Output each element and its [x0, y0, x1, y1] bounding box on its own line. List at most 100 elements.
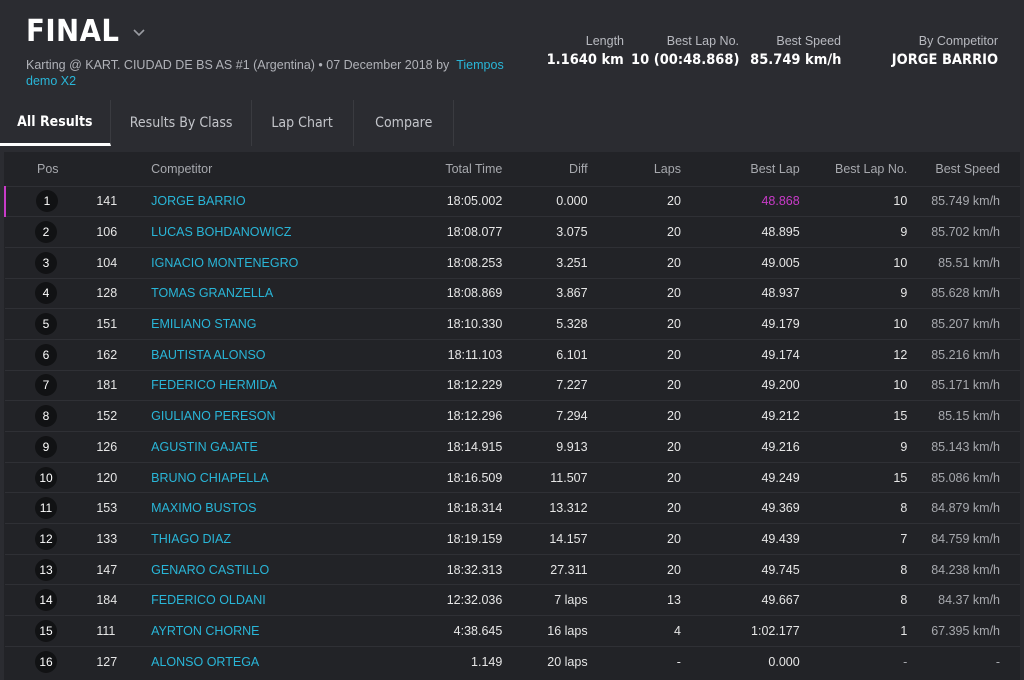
table-row[interactable]: 12 133 THIAGO DIAZ 18:19.159 14.157 20 49.439 7…: [5, 523, 1020, 555]
kart-number: 152: [96, 409, 118, 424]
best-lap-no: 15: [893, 470, 908, 485]
total-time: 18:12.296: [446, 409, 503, 424]
diff: 7.227: [556, 378, 588, 393]
position-badge: 12: [35, 527, 57, 550]
table-row[interactable]: 2 106 LUCAS BOHDANOWICZ 18:08.077 3.075 20 48.…: [5, 216, 1020, 248]
stat-best-lap-no: Best Lap No. 10 (00:48.868): [619, 34, 739, 68]
col-header-competitor[interactable]: Competitor: [151, 161, 213, 176]
competitor-link[interactable]: LUCAS BOHDANOWICZ: [151, 225, 292, 240]
competitor-cell: EMILIANO STANG: [151, 309, 405, 340]
chevron-down-icon[interactable]: [130, 23, 148, 41]
best-lap-no: 9: [900, 286, 908, 301]
stat-value: 1.1640 km: [546, 52, 624, 68]
total-time: 18:05.002: [446, 194, 503, 209]
best-lap-no: 10: [893, 255, 908, 270]
competitor-cell: ALONSO ORTEGA: [151, 646, 405, 677]
table-row[interactable]: 8 152 GIULIANO PERESON 18:12.296 7.294 20 49.2…: [5, 400, 1020, 432]
table-row[interactable]: 4 128 TOMAS GRANZELLA 18:08.869 3.867 20 48.93…: [5, 278, 1020, 309]
best-speed: 84.238 km/h: [931, 562, 1000, 577]
position-badge: 10: [35, 466, 57, 489]
table-row[interactable]: 6 162 BAUTISTA ALONSO 18:11.103 6.101 20 49.17…: [5, 339, 1020, 370]
session-subtitle: Karting @ KART. CIUDAD DE BS AS #1 (Arge…: [26, 57, 526, 89]
col-header-pos[interactable]: Pos: [37, 161, 59, 176]
pos-cell: 5: [5, 309, 96, 340]
col-header-total-time[interactable]: Total Time: [445, 161, 503, 176]
competitor-link[interactable]: IGNACIO MONTENEGRO: [151, 255, 299, 270]
table-row[interactable]: 1 141 JORGE BARRIO 18:05.002 0.000 20 48.868 10…: [5, 186, 1020, 217]
table-row[interactable]: 15 111 AYRTON CHORNE 4:38.645 16 laps 4 1:02.1…: [5, 615, 1020, 647]
competitor-link[interactable]: EMILIANO STANG: [151, 317, 257, 332]
table-row[interactable]: 9 126 AGUSTIN GAJATE 18:14.915 9.913 20 49.216…: [5, 431, 1020, 463]
col-header-laps[interactable]: Laps: [653, 161, 681, 176]
competitor-link[interactable]: GIULIANO PERESON: [151, 409, 276, 424]
table-row[interactable]: 16 127 ALONSO ORTEGA 1.149 20 laps - 0.000 - -: [5, 646, 1020, 677]
kart-number: 141: [96, 194, 118, 209]
diff: 14.157: [549, 531, 588, 546]
pos-cell: 8: [5, 401, 96, 432]
diff: 3.867: [556, 286, 588, 301]
position-badge: 16: [35, 650, 57, 673]
table-row[interactable]: 3 104 IGNACIO MONTENEGRO 18:08.253 3.251 20 49…: [5, 247, 1020, 278]
best-lap: 49.174: [761, 347, 800, 362]
competitor-link[interactable]: JORGE BARRIO: [151, 194, 246, 209]
total-time: 4:38.645: [453, 623, 503, 638]
tab-compare[interactable]: Compare: [354, 100, 454, 146]
page-header: FINAL Karting @ KART. CIUDAD DE BS AS #1…: [0, 0, 1024, 100]
diff: 0.000: [556, 194, 588, 209]
diff: 16 laps: [547, 623, 588, 638]
kart-number: 106: [96, 225, 118, 240]
competitor-link[interactable]: GENARO CASTILLO: [151, 562, 270, 577]
competitor-cell: JORGE BARRIO: [151, 186, 405, 217]
competitor-link[interactable]: TOMAS GRANZELLA: [151, 286, 274, 301]
laps: 20: [667, 409, 681, 424]
pos-cell: 4: [5, 278, 96, 309]
competitor-link[interactable]: ALONSO ORTEGA: [151, 654, 260, 669]
table-row[interactable]: 11 153 MAXIMO BUSTOS 18:18.314 13.312 20 49.36…: [5, 492, 1020, 524]
competitor-link[interactable]: MAXIMO BUSTOS: [151, 501, 257, 516]
stat-label: Best Speed: [776, 34, 841, 48]
best-lap-no: 8: [900, 593, 908, 608]
pos-cell: 7: [5, 370, 96, 401]
kart-number: 104: [96, 255, 118, 270]
diff: 3.251: [556, 255, 588, 270]
col-header-best-lap[interactable]: Best Lap: [750, 161, 800, 176]
position-badge: 4: [35, 282, 57, 305]
competitor-link[interactable]: FEDERICO OLDANI: [151, 593, 266, 608]
competitor-link[interactable]: AGUSTIN GAJATE: [151, 439, 258, 454]
laps: 20: [667, 194, 681, 209]
competitor-link[interactable]: BAUTISTA ALONSO: [151, 347, 266, 362]
competitor-link[interactable]: FEDERICO HERMIDA: [151, 378, 277, 393]
position-badge: 11: [35, 497, 57, 520]
table-row[interactable]: 14 184 FEDERICO OLDANI 12:32.036 7 laps 13 49.…: [5, 584, 1020, 616]
tab-lap-chart[interactable]: Lap Chart: [252, 100, 354, 146]
competitor-cell: LUCAS BOHDANOWICZ: [151, 217, 405, 248]
table-row[interactable]: 7 181 FEDERICO HERMIDA 18:12.229 7.227 20 49.2…: [5, 370, 1020, 401]
total-time: 18:19.159: [446, 531, 503, 546]
best-speed: 85.628 km/h: [931, 286, 1000, 301]
pos-cell: 16: [5, 646, 96, 677]
best-lap: 49.005: [761, 255, 800, 270]
table-row[interactable]: 13 147 GENARO CASTILLO 18:32.313 27.311 20 49.…: [5, 554, 1020, 585]
col-header-best-lap-no[interactable]: Best Lap No.: [835, 161, 908, 176]
kart-number: 126: [96, 439, 118, 454]
competitor-cell: FEDERICO HERMIDA: [151, 370, 405, 401]
best-speed: 85.749 km/h: [931, 194, 1000, 209]
col-header-diff[interactable]: Diff: [569, 161, 588, 176]
results-table: Pos Competitor Total Time Diff Laps Best…: [4, 152, 1020, 677]
position-badge: 8: [35, 405, 57, 428]
competitor-link[interactable]: BRUNO CHIAPELLA: [151, 470, 269, 485]
best-lap: 48.868: [761, 194, 800, 209]
competitor-link[interactable]: THIAGO DIAZ: [151, 531, 232, 546]
organizer-link[interactable]: Tiempos demo X2: [26, 58, 504, 88]
kart-number: 162: [96, 347, 118, 362]
col-header-best-speed[interactable]: Best Speed: [935, 161, 1000, 176]
session-title-dropdown[interactable]: FINAL: [26, 14, 148, 49]
pos-cell: 10: [5, 462, 96, 493]
table-row[interactable]: 10 120 BRUNO CHIAPELLA 18:16.509 11.507 20 49.…: [5, 462, 1020, 493]
stat-by-competitor: By Competitor JORGE BARRIO: [880, 34, 998, 68]
competitor-link[interactable]: AYRTON CHORNE: [151, 623, 260, 638]
tab-results-by-class[interactable]: Results By Class: [111, 100, 252, 146]
tab-all-results[interactable]: All Results: [0, 100, 111, 146]
laps: 4: [674, 623, 681, 638]
table-row[interactable]: 5 151 EMILIANO STANG 18:10.330 5.328 20 49.179…: [5, 308, 1020, 340]
